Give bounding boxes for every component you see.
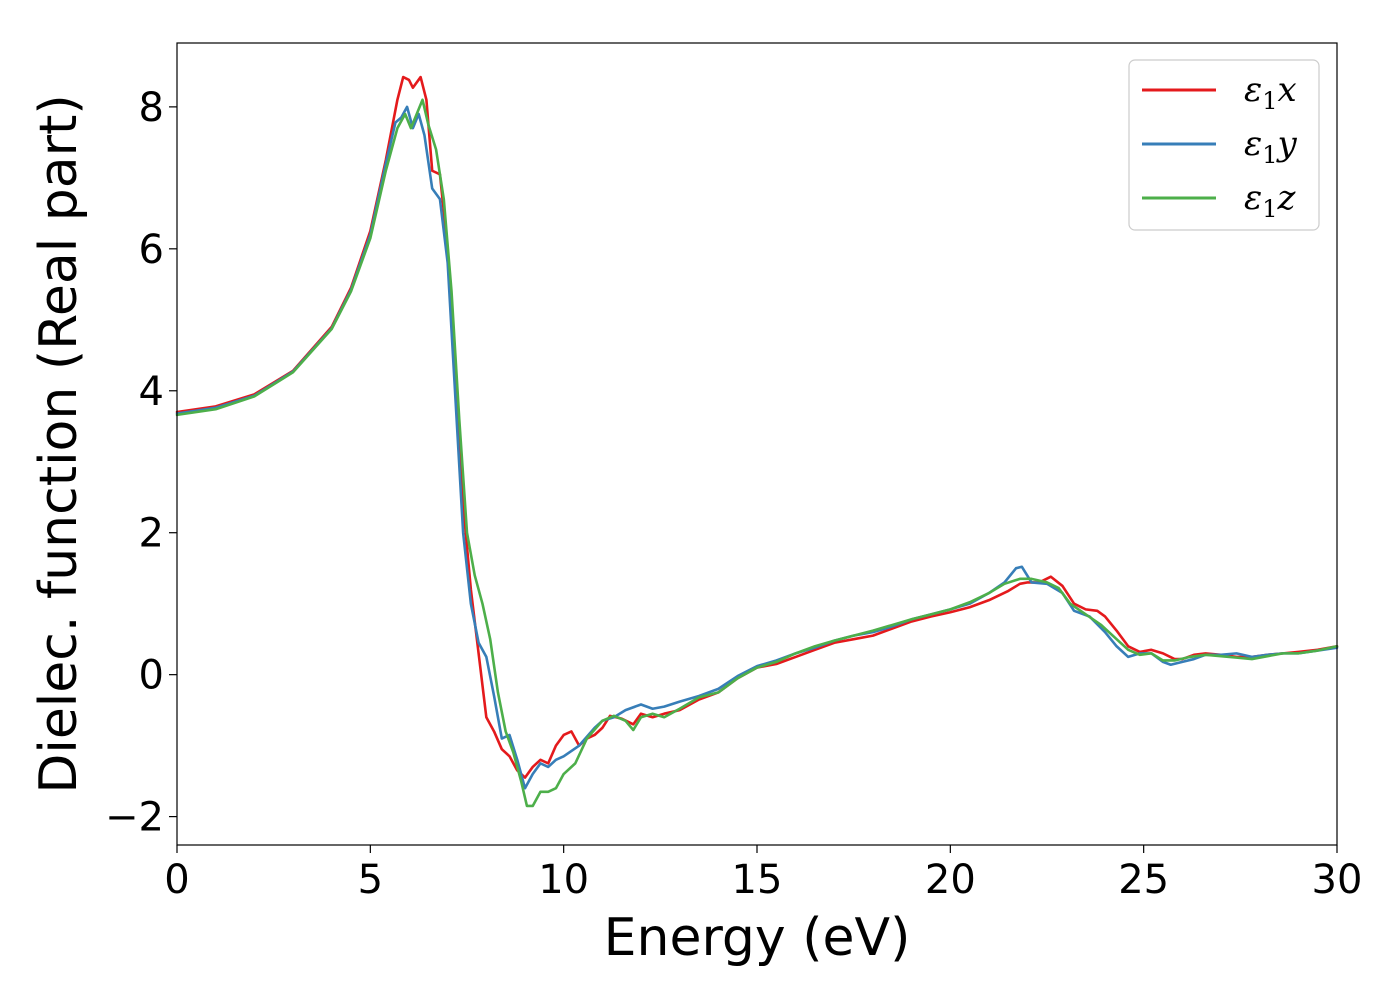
y-tick-label: 6 (139, 227, 164, 273)
x-tick-label: 5 (358, 857, 383, 903)
x-tick-label: 10 (538, 857, 589, 903)
y-axis: −2 0 2 4 6 8 (105, 85, 177, 841)
y-tick-label: 0 (139, 653, 164, 699)
x-tick-label: 25 (1118, 857, 1169, 903)
y-axis-title: Dielec. function (Real part) (29, 94, 89, 793)
legend-box (1128, 59, 1320, 231)
x-tick-label: 15 (732, 857, 783, 903)
legend-label-y: ε1y (1244, 124, 1298, 169)
x-tick-label: 0 (164, 857, 189, 903)
x-axis-title: Energy (eV) (604, 908, 911, 968)
y-tick-label: 4 (139, 369, 164, 415)
x-axis: 0 5 10 15 20 25 30 (164, 845, 1362, 903)
legend-label-z: ε1z (1244, 178, 1297, 223)
legend: ε1x ε1y ε1z (1128, 59, 1320, 231)
series-line-z (175, 98, 1339, 808)
x-tick-label: 30 (1312, 857, 1363, 903)
y-tick-label: 8 (139, 85, 164, 131)
series-layer (175, 75, 1339, 808)
y-tick-label: −2 (105, 795, 164, 841)
y-tick-label: 2 (139, 511, 164, 557)
x-tick-label: 20 (925, 857, 976, 903)
legend-label-x: ε1x (1244, 70, 1297, 115)
